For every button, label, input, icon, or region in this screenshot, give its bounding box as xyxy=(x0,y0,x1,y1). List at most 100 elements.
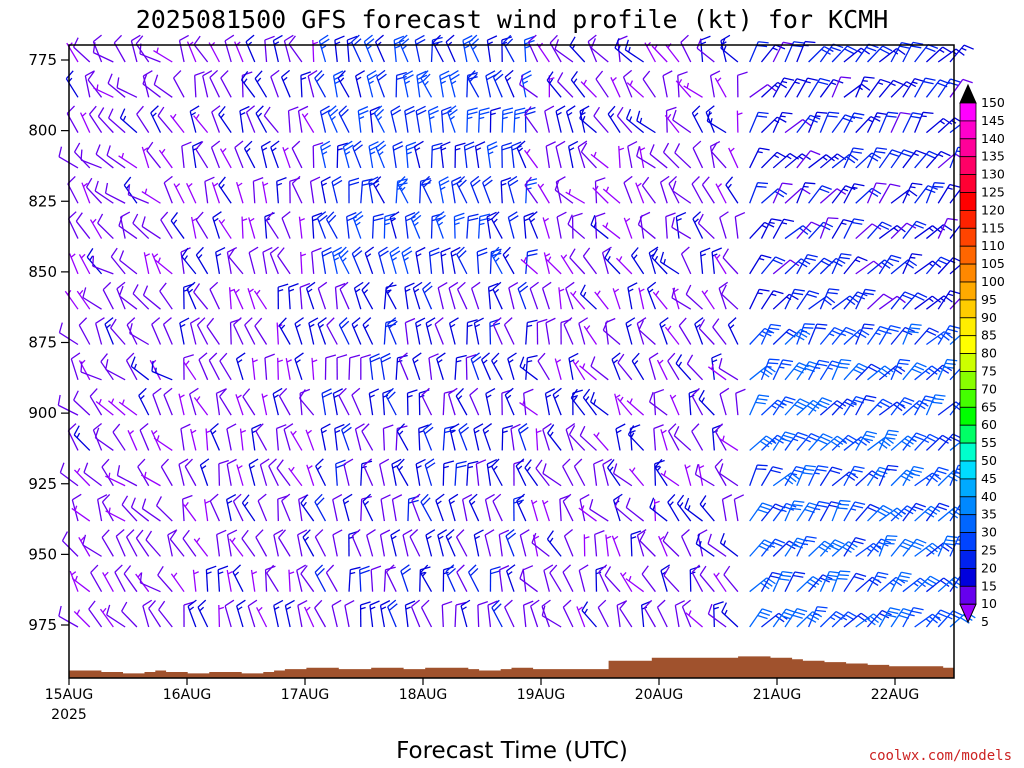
y-tick-label: 800 xyxy=(28,122,57,140)
wind-barb xyxy=(324,354,337,380)
wind-barb xyxy=(382,424,394,451)
wind-barb xyxy=(667,352,680,381)
wind-barb xyxy=(226,246,238,274)
wind-barb xyxy=(619,571,633,593)
wind-barb xyxy=(548,75,555,98)
wind-barb xyxy=(675,211,687,239)
wind-barb xyxy=(476,247,488,274)
wind-barb xyxy=(346,35,358,63)
wind-barb xyxy=(369,600,380,628)
wind-barb xyxy=(544,256,562,275)
wind-barb xyxy=(719,463,739,487)
wind-barb xyxy=(88,600,103,628)
wind-barb xyxy=(925,256,951,275)
wind-barb xyxy=(270,140,280,169)
wind-barb xyxy=(239,105,250,133)
wind-barb xyxy=(749,221,775,240)
wind-barb xyxy=(572,360,586,381)
wind-barb xyxy=(503,317,515,345)
wind-barb xyxy=(635,182,645,204)
wind-barb xyxy=(612,493,623,522)
wind-barb xyxy=(639,531,656,557)
wind-barb xyxy=(130,497,150,522)
wind-barb xyxy=(341,423,352,451)
wind-barb xyxy=(264,353,275,380)
wind-barb xyxy=(248,246,259,275)
wind-barb xyxy=(389,211,400,239)
wind-barb xyxy=(486,35,498,63)
wind-barb xyxy=(760,256,786,275)
wind-barb xyxy=(332,493,343,522)
wind-barb xyxy=(734,211,746,239)
wind-barb xyxy=(878,111,899,133)
wind-barb xyxy=(304,606,315,628)
wind-barb xyxy=(259,458,270,486)
wind-barb xyxy=(351,528,362,557)
wind-barb xyxy=(297,529,308,557)
wind-barb xyxy=(772,570,793,592)
wind-barb xyxy=(206,317,220,345)
wind-barb xyxy=(547,424,562,451)
wind-barb xyxy=(674,143,692,169)
wind-barb xyxy=(383,213,396,239)
wind-barb xyxy=(182,501,197,522)
wind-barb xyxy=(866,182,887,204)
wind-barb xyxy=(307,70,318,98)
wind-barb xyxy=(721,494,733,522)
wind-barb xyxy=(412,281,423,310)
wind-barb xyxy=(363,458,374,487)
wind-barb xyxy=(415,458,426,486)
wind-barb xyxy=(372,176,385,204)
wind-barb xyxy=(749,182,769,204)
wind-barb xyxy=(389,246,401,275)
wind-barb xyxy=(390,105,402,133)
wind-barb xyxy=(92,42,114,63)
wind-barb xyxy=(570,290,586,310)
wind-barb xyxy=(233,288,244,310)
wind-barb xyxy=(448,317,459,345)
wind-barb xyxy=(153,47,173,63)
colorbar-label: 145 xyxy=(981,113,1005,128)
wind-barb xyxy=(625,108,645,134)
wind-barb xyxy=(454,601,467,628)
wind-barb xyxy=(126,317,138,345)
x-tick-label: 20AUG xyxy=(635,687,684,703)
wind-barb xyxy=(284,599,295,628)
wind-barb xyxy=(491,211,503,239)
wind-barb xyxy=(890,608,914,628)
wind-barb xyxy=(925,182,945,204)
wind-barb xyxy=(193,396,209,416)
wind-barb xyxy=(843,256,868,275)
colorbar-label: 75 xyxy=(981,364,997,379)
wind-barb xyxy=(314,493,327,522)
wind-barb xyxy=(442,566,454,592)
wind-barb xyxy=(299,388,311,416)
wind-barb xyxy=(733,494,745,522)
wind-barb xyxy=(379,529,391,557)
wind-barb xyxy=(674,600,685,628)
wind-barb xyxy=(523,212,534,239)
wind-barb xyxy=(890,259,918,275)
wind-barb xyxy=(398,352,409,381)
wind-barb xyxy=(722,248,739,275)
wind-barb xyxy=(711,353,722,380)
wind-barb xyxy=(282,146,291,169)
wind-barb xyxy=(656,359,668,381)
wind-barb xyxy=(195,211,209,239)
wind-barb xyxy=(127,430,138,451)
wind-barb xyxy=(209,69,220,98)
wind-barb xyxy=(485,388,496,416)
wind-barb xyxy=(855,363,881,381)
wind-barb xyxy=(245,105,256,133)
wind-barb xyxy=(428,353,439,380)
wind-barb xyxy=(300,71,311,98)
credit-link[interactable]: coolwx.com/models xyxy=(869,748,1012,764)
wind-barb xyxy=(61,531,79,557)
colorbar-label: 150 xyxy=(981,95,1005,110)
wind-barb xyxy=(796,535,817,557)
wind-barb xyxy=(522,565,534,592)
wind-barb xyxy=(595,70,609,98)
wind-barb xyxy=(667,494,680,522)
wind-barb xyxy=(395,71,407,98)
wind-barb xyxy=(312,142,324,168)
